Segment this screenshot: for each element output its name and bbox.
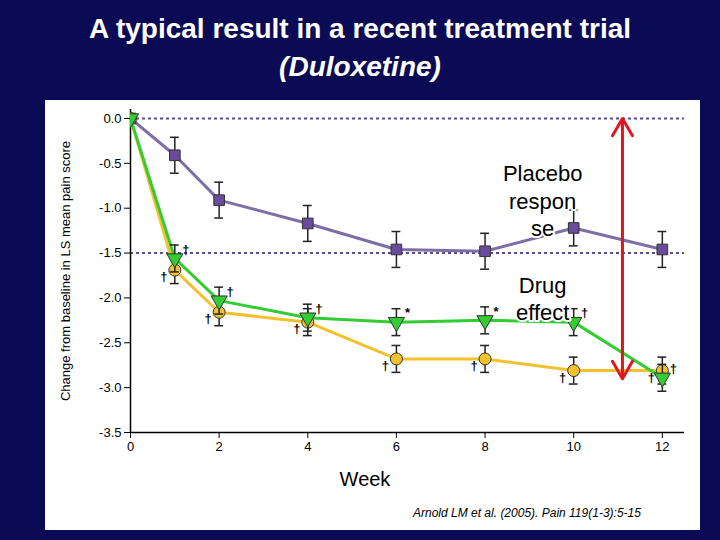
svg-text:†: † bbox=[227, 284, 234, 299]
svg-text:†: † bbox=[160, 269, 167, 284]
svg-text:0: 0 bbox=[127, 439, 134, 454]
svg-text:Change from baseline in LS mea: Change from baseline in LS mean pain sco… bbox=[58, 141, 73, 401]
svg-text:†: † bbox=[182, 242, 189, 257]
svg-text:-1.0: -1.0 bbox=[99, 200, 121, 215]
svg-text:-2.5: -2.5 bbox=[99, 335, 121, 350]
svg-text:-0.5: -0.5 bbox=[99, 155, 121, 170]
svg-text:-3.0: -3.0 bbox=[99, 380, 121, 395]
svg-text:2: 2 bbox=[216, 439, 223, 454]
svg-text:†: † bbox=[205, 311, 212, 326]
svg-text:-2.0: -2.0 bbox=[99, 290, 121, 305]
svg-text:†: † bbox=[581, 305, 588, 320]
svg-text:†: † bbox=[315, 301, 322, 316]
svg-text:*: * bbox=[494, 304, 500, 319]
svg-text:12: 12 bbox=[655, 439, 669, 454]
svg-text:10: 10 bbox=[566, 439, 580, 454]
svg-text:4: 4 bbox=[304, 439, 311, 454]
svg-text:†: † bbox=[559, 370, 566, 385]
svg-text:0.0: 0.0 bbox=[103, 111, 121, 126]
svg-text:†: † bbox=[670, 361, 677, 376]
svg-text:†: † bbox=[470, 358, 477, 373]
svg-text:†: † bbox=[293, 321, 300, 336]
html-text:(Duloxetine): (Duloxetine) bbox=[279, 51, 441, 82]
svg-text:-1.5: -1.5 bbox=[99, 245, 121, 260]
html-text:Week: Week bbox=[339, 468, 391, 490]
svg-text:†: † bbox=[382, 358, 389, 373]
svg-text:Drugeffect: Drugeffect bbox=[516, 273, 569, 326]
svg-text:Placeboresponse: Placeboresponse bbox=[503, 161, 583, 241]
svg-text:8: 8 bbox=[481, 439, 488, 454]
svg-text:6: 6 bbox=[393, 439, 400, 454]
svg-text:*: * bbox=[405, 305, 411, 320]
svg-text:-3.5: -3.5 bbox=[99, 425, 121, 440]
html-text:Arnold LM et al. (2005). Pain: Arnold LM et al. (2005). Pain 119(1-3):5… bbox=[413, 506, 641, 520]
html-text:A typical result in a recent t: A typical result in a recent treatment t… bbox=[89, 13, 631, 44]
